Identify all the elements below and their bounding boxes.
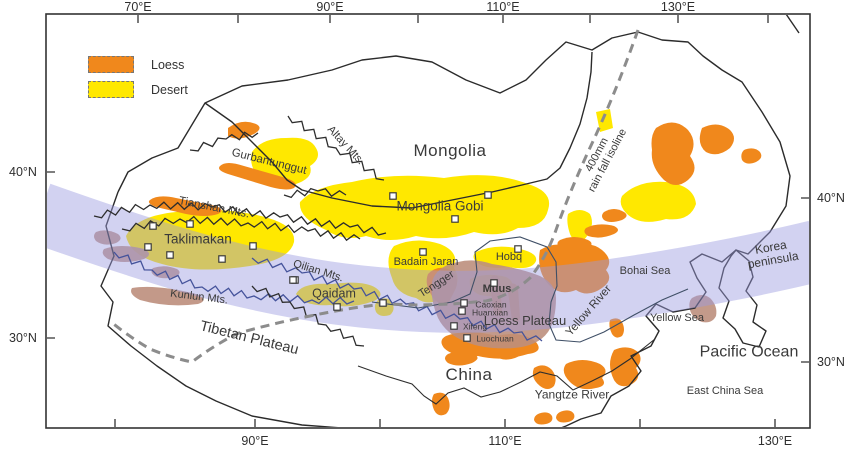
label-xifeng: Xifeng (462, 321, 488, 332)
china-north-and-coast (117, 31, 791, 427)
legend-row-loess: Loess (88, 56, 188, 73)
axis-left-40n: 40°N (9, 165, 37, 179)
site-marker (289, 276, 297, 284)
axis-bottom-90e: 90°E (241, 434, 269, 448)
tianshan-chain-b (121, 215, 361, 242)
legend-row-desert: Desert (88, 81, 188, 98)
axis-ticks (47, 15, 809, 427)
site-marker (484, 191, 492, 199)
small-chain (283, 187, 347, 199)
axis-bottom-110e: 110°E (488, 434, 522, 448)
site-marker (514, 245, 522, 253)
yangtze-river-line (357, 338, 656, 405)
site-marker (166, 251, 174, 259)
yellow-river-line (371, 236, 689, 343)
label-loess-plateau: Loess Plateau (483, 312, 567, 328)
label-mongolia-gobi: Mongolia Gobi (396, 198, 484, 214)
site-marker (463, 334, 471, 342)
site-markers (144, 191, 522, 342)
label-yangtze-river: Yangtze River (534, 387, 610, 402)
nw-chain (189, 131, 259, 152)
label-bohai-sea: Bohai Sea (619, 265, 671, 278)
kunlun-chain (113, 251, 355, 305)
axis-top-110e: 110°E (486, 0, 520, 14)
legend: Loess Desert (88, 56, 188, 106)
tianshan-chain-a (93, 201, 387, 236)
site-marker (419, 248, 427, 256)
label-hobq: Hobq (495, 251, 523, 264)
corner-line (785, 15, 800, 34)
site-marker (460, 299, 468, 307)
label-yellow-sea: Yellow Sea (649, 312, 705, 325)
site-marker (458, 307, 466, 315)
china-west-south (100, 191, 339, 427)
korea-outline (718, 249, 767, 348)
desert-horqin-2 (567, 210, 592, 242)
label-east-china-sea: East China Sea (686, 385, 764, 398)
site-marker (451, 215, 459, 223)
site-marker (450, 322, 458, 330)
site-marker (333, 303, 341, 311)
label-luochuan: Luochuan (476, 333, 514, 344)
qilian-chain (251, 257, 543, 342)
shandong-brown (689, 295, 717, 323)
label-taklimakan: Taklimakan (164, 231, 232, 247)
loess-swatch (88, 56, 134, 73)
site-marker (249, 242, 257, 250)
mongolia-border (204, 51, 593, 209)
site-marker (379, 299, 387, 307)
site-marker (149, 222, 157, 230)
desert-horqin (620, 181, 696, 222)
label-huanxian: Huanxian (472, 307, 508, 318)
site-marker (218, 255, 226, 263)
axis-bottom-130e: 130°E (757, 434, 793, 448)
site-marker (144, 243, 152, 251)
site-marker (490, 279, 498, 287)
label-qaidam: Qaidam (312, 286, 356, 301)
axis-top-90e: 90°E (316, 0, 344, 14)
label-badain-jaran: Badain Jaran (393, 256, 459, 269)
desert-swatch (88, 81, 134, 98)
axis-right-40n: 40°N (817, 191, 845, 205)
site-marker (389, 192, 397, 200)
axis-top-130e: 130°E (660, 0, 696, 14)
axis-right-30n: 30°N (817, 355, 845, 369)
label-mongolia: Mongolia (413, 140, 487, 160)
label-pacific-ocean: Pacific Ocean (699, 343, 799, 361)
loess-label: Loess (151, 57, 185, 72)
axis-top-70e: 70°E (124, 0, 152, 14)
desert-ne-small (596, 109, 613, 132)
map-frame (45, 13, 811, 429)
label-muus: Muus (482, 283, 512, 296)
borders (100, 15, 800, 427)
altay-chain (287, 115, 385, 181)
desert-label: Desert (151, 82, 188, 97)
label-caoxian: Caoxian (475, 299, 507, 310)
axis-left-30n: 30°N (9, 331, 37, 345)
label-china: China (445, 364, 493, 384)
site-marker (186, 220, 194, 228)
